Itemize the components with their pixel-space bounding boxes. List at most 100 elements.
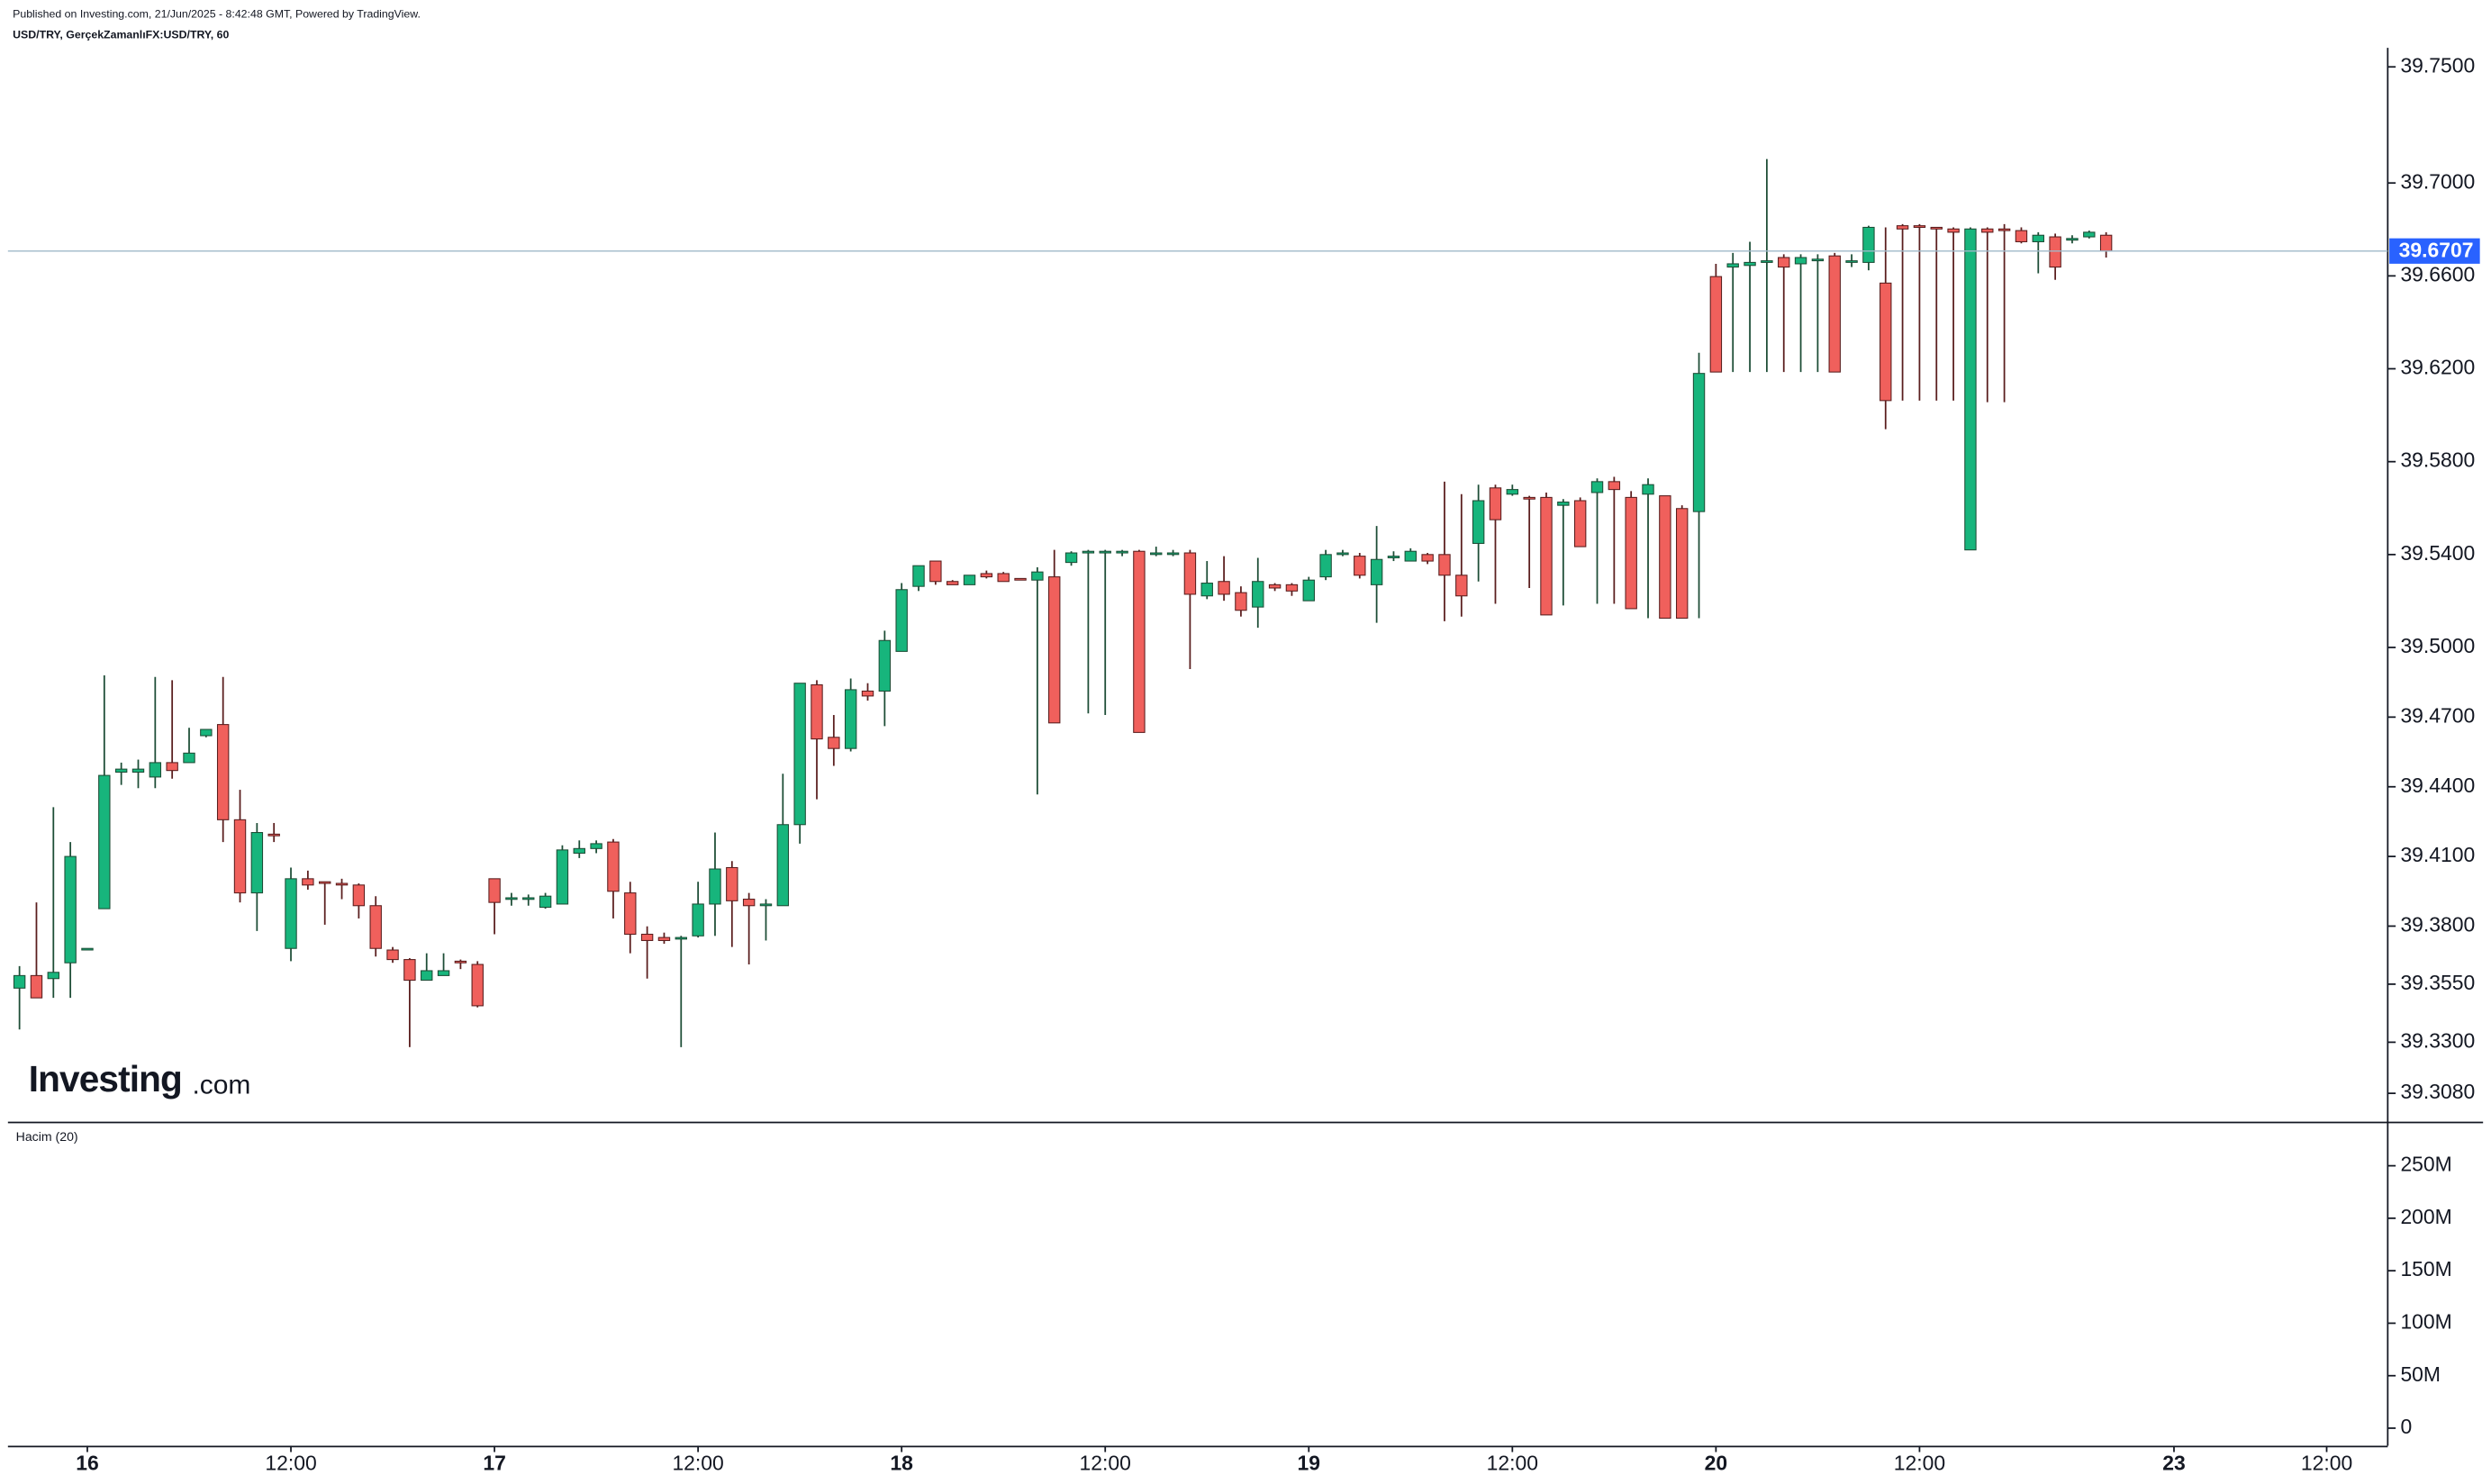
candle-body — [1997, 228, 2011, 231]
volume-tick-label: 0 — [2400, 1415, 2412, 1438]
logo-suffix: .com — [192, 1071, 250, 1100]
candle-body — [1608, 481, 1621, 491]
candle-body — [590, 843, 602, 849]
x-tick-label: 18 — [890, 1452, 913, 1475]
candle-body — [183, 752, 195, 764]
y-tick-label: 39.6600 — [2400, 262, 2475, 285]
candle-body — [997, 573, 1010, 583]
candle-body — [1455, 575, 1468, 597]
candle-body — [2083, 231, 2096, 238]
candle-body — [369, 905, 382, 949]
candle-body — [912, 565, 925, 587]
candle-body — [1421, 554, 1434, 562]
candle-body — [1082, 550, 1095, 554]
y-tick-label: 39.7500 — [2400, 53, 2475, 77]
candle-body — [2049, 236, 2061, 268]
candle-body — [1557, 502, 1570, 506]
candle-body — [1981, 228, 1994, 233]
candle-body — [1659, 495, 1671, 620]
candle-body — [1472, 500, 1485, 544]
candle-body — [1896, 225, 1909, 230]
y-tick-label: 39.3800 — [2400, 913, 2475, 937]
candle-body — [233, 819, 247, 894]
candle-body — [1064, 552, 1078, 564]
candle-body — [131, 768, 145, 774]
x-tick-label: 12:00 — [265, 1452, 316, 1475]
candle-body — [64, 855, 77, 964]
x-tick-label: 12:00 — [2301, 1452, 2352, 1475]
candle-body — [1489, 487, 1502, 520]
y-tick-label: 39.5800 — [2400, 448, 2475, 472]
candle-body — [1506, 489, 1519, 495]
candle-body — [1590, 481, 1604, 493]
candle-body — [1031, 571, 1044, 581]
candle-body — [216, 724, 230, 820]
candle-body — [811, 683, 823, 740]
candle-body — [319, 881, 331, 884]
candle-body — [963, 575, 976, 585]
candle-body — [200, 728, 213, 737]
candle-body — [1726, 263, 1739, 268]
candle-body — [640, 933, 654, 941]
candle-body — [878, 639, 892, 692]
candle-body — [1014, 577, 1027, 581]
candle-body — [1794, 257, 1807, 265]
candle-body — [573, 847, 585, 855]
candle-body — [2015, 230, 2028, 242]
candle-body — [114, 768, 128, 774]
candle-body — [1642, 484, 1654, 495]
candle-body — [624, 892, 637, 936]
candle-body — [1116, 550, 1128, 554]
candle-body — [454, 960, 467, 964]
candle-body — [1862, 226, 1875, 263]
candle-body — [1218, 581, 1230, 595]
candle-body — [335, 882, 349, 886]
candle-body — [1183, 552, 1197, 595]
candle-body — [1133, 550, 1146, 733]
candle-body — [1573, 500, 1587, 547]
candle-body — [1336, 552, 1349, 556]
candle-body — [1744, 261, 1756, 267]
x-tick-label: 12:00 — [1487, 1452, 1538, 1475]
last-price-tag — [2389, 238, 2480, 264]
y-tick-label: 39.4400 — [2400, 774, 2475, 797]
volume-tick-label: 200M — [2400, 1205, 2451, 1228]
candle-body — [1845, 260, 1858, 263]
candle-body — [861, 690, 874, 697]
x-tick-label: 16 — [76, 1452, 99, 1475]
y-tick-label: 39.5000 — [2400, 634, 2475, 657]
volume-tick-label: 100M — [2400, 1309, 2451, 1333]
candle-body — [1319, 554, 1332, 578]
candle-body — [2066, 238, 2079, 241]
candle-body — [1166, 552, 1180, 556]
candle-body — [726, 866, 738, 901]
candle-body — [1438, 554, 1451, 576]
candle-body — [1302, 579, 1315, 602]
candle-body — [1048, 576, 1061, 724]
candle-body — [1268, 584, 1282, 589]
candle-body — [352, 884, 366, 907]
candle-body — [607, 841, 620, 892]
candle-body — [1370, 558, 1383, 585]
y-tick-label: 39.6200 — [2400, 356, 2475, 379]
candle-body — [30, 974, 43, 999]
candle-body — [13, 974, 26, 989]
x-tick-label: 17 — [483, 1452, 506, 1475]
candle-body — [1354, 556, 1366, 576]
candle-body — [1709, 276, 1723, 373]
candle-body — [1692, 373, 1706, 512]
candle-body — [657, 937, 671, 941]
candle-body — [709, 868, 721, 905]
candle-body — [1387, 556, 1400, 558]
candle-body — [285, 878, 297, 949]
candle-body — [1778, 257, 1790, 268]
candle-body — [267, 833, 280, 837]
candle-body — [421, 970, 433, 982]
candle-body — [539, 895, 552, 909]
symbol-label: USD/TRY, GerçekZamanlıFX:USD/TRY, 60 — [13, 28, 229, 41]
candle-body — [1235, 592, 1247, 611]
y-tick-label: 39.3550 — [2400, 971, 2475, 994]
candle-body — [1523, 496, 1535, 500]
